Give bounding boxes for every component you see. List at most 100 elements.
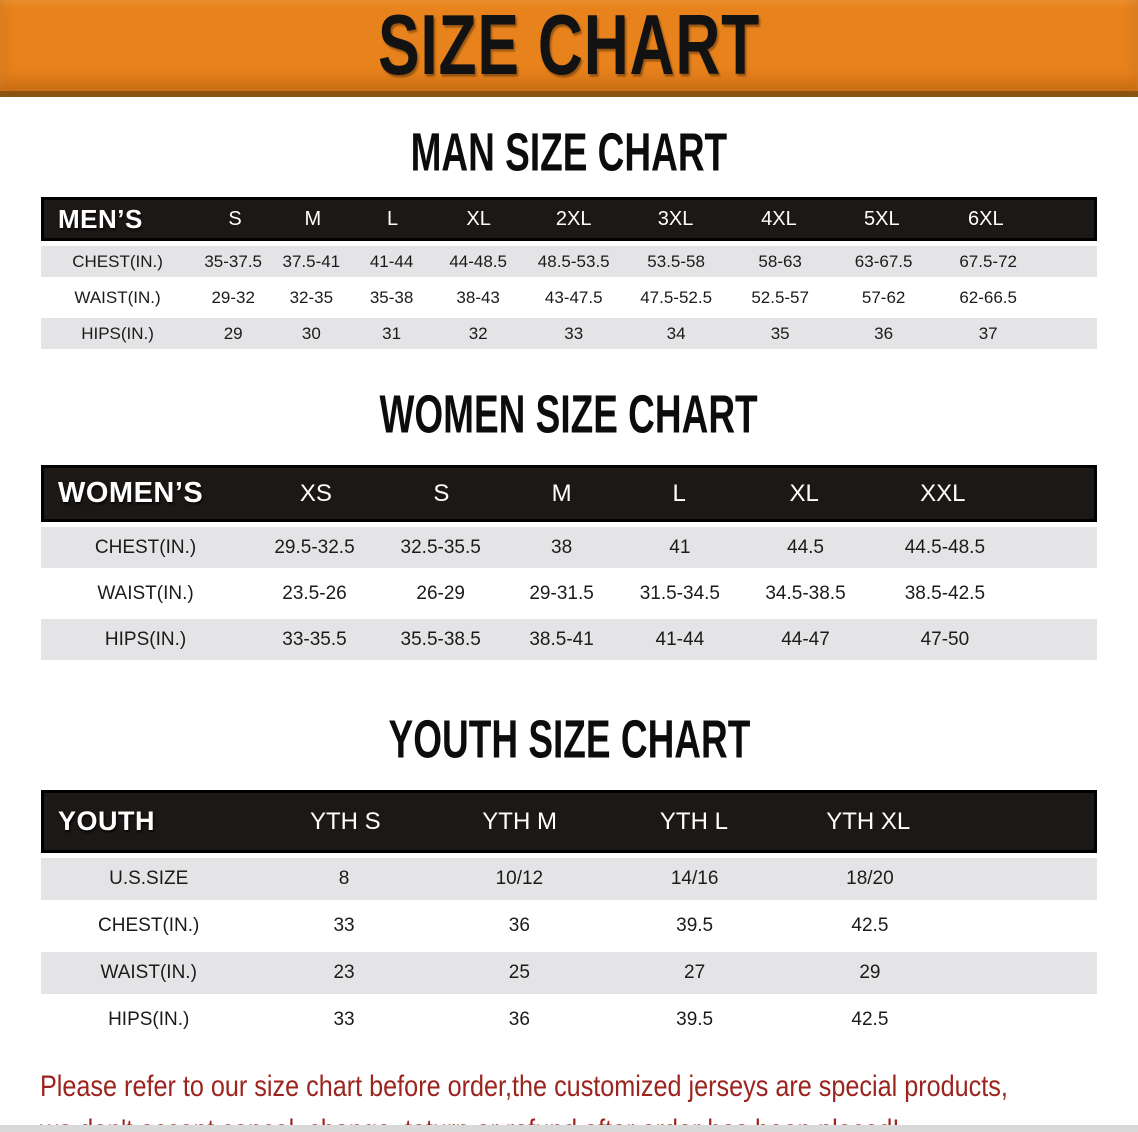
measurement-value: 38-43 (456, 287, 500, 307)
table-row: CHEST(IN.) 33 36 39.5 42.5 (41, 905, 1097, 947)
measurement-value: 33 (564, 323, 584, 343)
measurement-label: WAIST(IN.) (97, 582, 194, 604)
size-column-header: YTH S (309, 807, 381, 835)
measurement-value: 32 (468, 323, 488, 343)
measurement-value: 44-47 (781, 628, 830, 650)
measurement-value: 37 (978, 323, 998, 343)
size-column-header: L (387, 207, 399, 230)
mens-size-table: MEN’S S M L XL 2XL 3XL 4XL 5XL 6XL CHEST(IN.) 35-3… (41, 197, 1097, 349)
measurement-value: 35 (770, 323, 790, 343)
size-column-header: 3XL (657, 207, 694, 230)
measurement-value: 25 (508, 962, 530, 983)
measurement-value: 41-44 (655, 628, 705, 650)
womens-table-header: WOMEN’S XS S M L XL XXL (41, 465, 1097, 522)
size-column-header: YTH XL (826, 807, 911, 835)
table-row: CHEST(IN.) 29.5-32.5 32.5-35.5 38 41 44.5 44.5… (41, 527, 1097, 568)
size-column-header: 6XL (967, 207, 1004, 230)
women-section-title: WOMEN SIZE CHART (0, 384, 1138, 444)
measurement-value: 35-38 (369, 287, 414, 307)
measurement-value: 43-47.5 (544, 287, 603, 307)
measurement-value: 34 (666, 323, 686, 343)
youth-size-table: YOUTH YTH S YTH M YTH L YTH XL U.S.SIZE 8 10/1… (41, 790, 1097, 1041)
size-column-header: 2XL (555, 207, 592, 230)
size-column-header: XL (466, 207, 491, 230)
measurement-value: 27 (684, 962, 706, 983)
table-row: WAIST(IN.) 29-32 32-35 35-38 38-43 43-47.5 47.… (41, 282, 1097, 313)
measurement-label: WAIST(IN.) (74, 287, 161, 307)
youth-section-title: YOUTH SIZE CHART (0, 708, 1138, 770)
measurement-value: 36 (508, 915, 530, 936)
measurement-value: 41 (669, 536, 691, 558)
size-chart-banner: SIZE CHART (0, 0, 1138, 97)
measurement-value: 33 (333, 1009, 355, 1030)
size-column-header: XS (299, 479, 332, 507)
womens-table-body: CHEST(IN.) 29.5-32.5 32.5-35.5 38 41 44.5 44.5… (41, 527, 1097, 660)
measurement-value: 32.5-35.5 (400, 536, 481, 558)
measurement-value: 31.5-34.5 (639, 582, 720, 604)
measurement-value: 42.5 (851, 915, 889, 936)
order-policy-line-1: Please refer to our size chart before or… (40, 1070, 1008, 1103)
measurement-value: 37.5-41 (282, 251, 341, 271)
measurement-value: 48.5-53.5 (537, 251, 610, 271)
measurement-value: 35-37.5 (204, 251, 263, 271)
measurement-value: 67.5-72 (959, 251, 1017, 271)
measurement-value: 47.5-52.5 (640, 287, 713, 307)
measurement-value: 33 (333, 915, 355, 936)
table-row: HIPS(IN.) 33 36 39.5 42.5 (41, 999, 1097, 1041)
measurement-value: 44-48.5 (449, 251, 507, 271)
measurement-label: CHEST(IN.) (98, 915, 200, 936)
size-column-header: M (304, 207, 322, 230)
mens-table-body: CHEST(IN.) 35-37.5 37.5-41 41-44 44-48.5 48.5… (41, 246, 1097, 349)
measurement-value: 38.5-41 (529, 628, 594, 650)
size-column-header: 5XL (864, 207, 900, 230)
youth-section-title-text: YOUTH SIZE CHART (388, 708, 750, 770)
measurement-value: 39.5 (676, 1009, 714, 1030)
table-group-label: WOMEN’S (58, 477, 204, 509)
measurement-value: 36 (874, 323, 894, 343)
size-column-header: S (433, 479, 450, 507)
size-column-header: 4XL (761, 207, 797, 230)
measurement-value: 29 (859, 962, 881, 983)
table-group-label: YOUTH (58, 806, 155, 836)
measurement-value: 52.5-57 (751, 287, 809, 307)
measurement-label: WAIST(IN.) (100, 962, 197, 983)
page-title: SIZE CHART (377, 0, 761, 94)
measurement-value: 29.5-32.5 (274, 536, 355, 558)
measurement-value: 34.5-38.5 (765, 582, 846, 604)
size-column-header: YTH L (659, 807, 728, 835)
measurement-value: 30 (301, 323, 321, 343)
size-column-header: S (228, 207, 242, 230)
measurement-value: 29-31.5 (529, 582, 594, 604)
man-section-title-text: MAN SIZE CHART (410, 121, 728, 183)
measurement-value: 44.5 (787, 536, 824, 558)
measurement-label: HIPS(IN.) (81, 323, 154, 343)
measurement-value: 38 (551, 536, 573, 558)
size-column-header: L (672, 479, 686, 507)
youth-table-header: YOUTH YTH S YTH M YTH L YTH XL (41, 790, 1097, 853)
measurement-value: 57-62 (861, 287, 906, 307)
measurement-value: 18/20 (846, 868, 894, 889)
measurement-label: HIPS(IN.) (108, 1009, 190, 1030)
measurement-value: 26-29 (416, 582, 465, 604)
measurement-value: 14/16 (670, 868, 719, 889)
measurement-value: 58-63 (758, 251, 802, 271)
bottom-edge-strip (0, 1125, 1138, 1132)
table-group-label: MEN’S (58, 203, 143, 234)
measurement-value: 31 (382, 323, 402, 343)
man-section-title: MAN SIZE CHART (0, 121, 1138, 183)
size-column-header: XXL (920, 479, 966, 507)
table-row: U.S.SIZE 8 10/12 14/16 18/20 (41, 858, 1097, 900)
measurement-label: U.S.SIZE (109, 868, 189, 889)
measurement-value: 63-67.5 (854, 251, 913, 271)
measurement-value: 36 (508, 1009, 530, 1030)
measurement-value: 35.5-38.5 (400, 628, 481, 650)
table-row: WAIST(IN.) 23.5-26 26-29 29-31.5 31.5-34.5 34… (41, 573, 1097, 614)
measurement-value: 10/12 (495, 868, 544, 889)
measurement-value: 41-44 (369, 251, 414, 271)
mens-table-header: MEN’S S M L XL 2XL 3XL 4XL 5XL 6XL (41, 197, 1097, 241)
measurement-value: 33-35.5 (282, 628, 347, 650)
youth-table-body: U.S.SIZE 8 10/12 14/16 18/20 CHEST(IN.) 33 36 39… (41, 858, 1097, 1041)
order-policy-note: Please refer to our size chart before or… (0, 1065, 1138, 1132)
measurement-label: HIPS(IN.) (104, 628, 187, 650)
size-column-header: XL (789, 479, 819, 507)
